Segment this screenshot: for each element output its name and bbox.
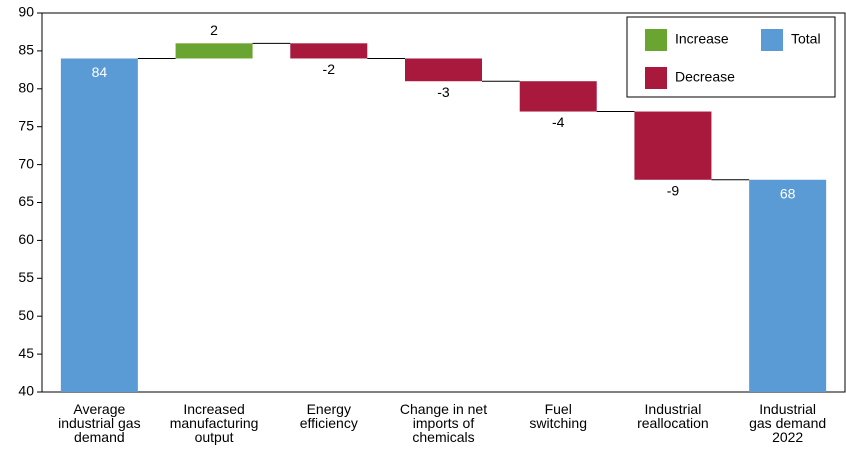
value-label: -4 — [552, 114, 565, 130]
x-tick-label: Increased manufacturing output — [169, 401, 259, 445]
value-label: -2 — [323, 61, 336, 77]
x-tick-label: Energy efficiency — [299, 401, 358, 431]
bar — [749, 179, 827, 392]
bar — [634, 111, 712, 180]
bar — [519, 81, 597, 112]
value-label: -9 — [667, 182, 680, 198]
plot-frame — [41, 12, 846, 393]
y-tick-label: 80 — [18, 80, 34, 96]
x-tick-label: Fuel switching — [529, 401, 587, 431]
bar — [60, 58, 138, 392]
y-tick-label: 70 — [18, 155, 34, 171]
y-tick-label: 75 — [18, 117, 34, 133]
x-tick-label: Change in net imports of chemicals — [399, 401, 488, 445]
y-tick-label: 50 — [18, 307, 34, 323]
value-label: 68 — [780, 185, 796, 201]
legend-label: Decrease — [675, 69, 735, 85]
legend-label: Total — [791, 31, 821, 47]
bar — [175, 43, 253, 59]
value-label: 2 — [210, 22, 218, 38]
value-label: 84 — [92, 64, 108, 80]
y-tick-label: 65 — [18, 193, 34, 209]
y-tick-label: 60 — [18, 231, 34, 247]
bar — [290, 43, 368, 59]
legend-swatch — [761, 29, 783, 51]
y-tick-label: 90 — [18, 4, 34, 20]
legend-label: Increase — [675, 31, 729, 47]
y-tick-label: 45 — [18, 345, 34, 361]
bar — [405, 58, 482, 82]
y-tick-label: 40 — [18, 383, 34, 399]
x-tick-label: Average industrial gas demand — [58, 401, 141, 445]
x-tick-label: Industrial reallocation — [637, 401, 709, 431]
legend-swatch — [645, 67, 667, 89]
y-tick-label: 85 — [18, 42, 34, 58]
x-tick-label: Industrial gas demand 2022 — [749, 401, 827, 445]
y-tick-label: 55 — [18, 269, 34, 285]
value-label: -3 — [437, 84, 450, 100]
legend-swatch — [645, 29, 667, 51]
